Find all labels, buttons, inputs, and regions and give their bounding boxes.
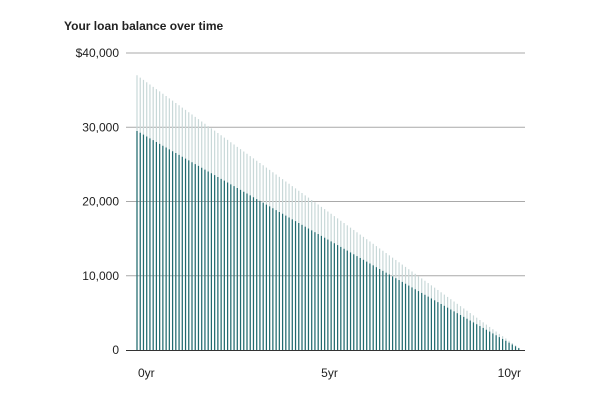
x-tick-label: 10yr <box>498 366 521 380</box>
y-tick-label: 20,000 <box>82 195 119 209</box>
bars-lower-series <box>136 130 520 350</box>
y-tick-label: 0 <box>112 343 119 357</box>
x-tick-label: 5yr <box>321 366 338 380</box>
y-axis-ticks: 0 10,000 20,000 30,000 $40,000 <box>76 46 120 357</box>
y-tick-label: $40,000 <box>76 46 120 60</box>
x-axis-ticks: 0yr 5yr 10yr <box>138 366 521 380</box>
y-tick-label: 10,000 <box>82 269 119 283</box>
x-tick-label: 0yr <box>138 366 155 380</box>
chart-title: Your loan balance over time <box>64 19 224 33</box>
y-tick-label: 30,000 <box>82 120 119 134</box>
